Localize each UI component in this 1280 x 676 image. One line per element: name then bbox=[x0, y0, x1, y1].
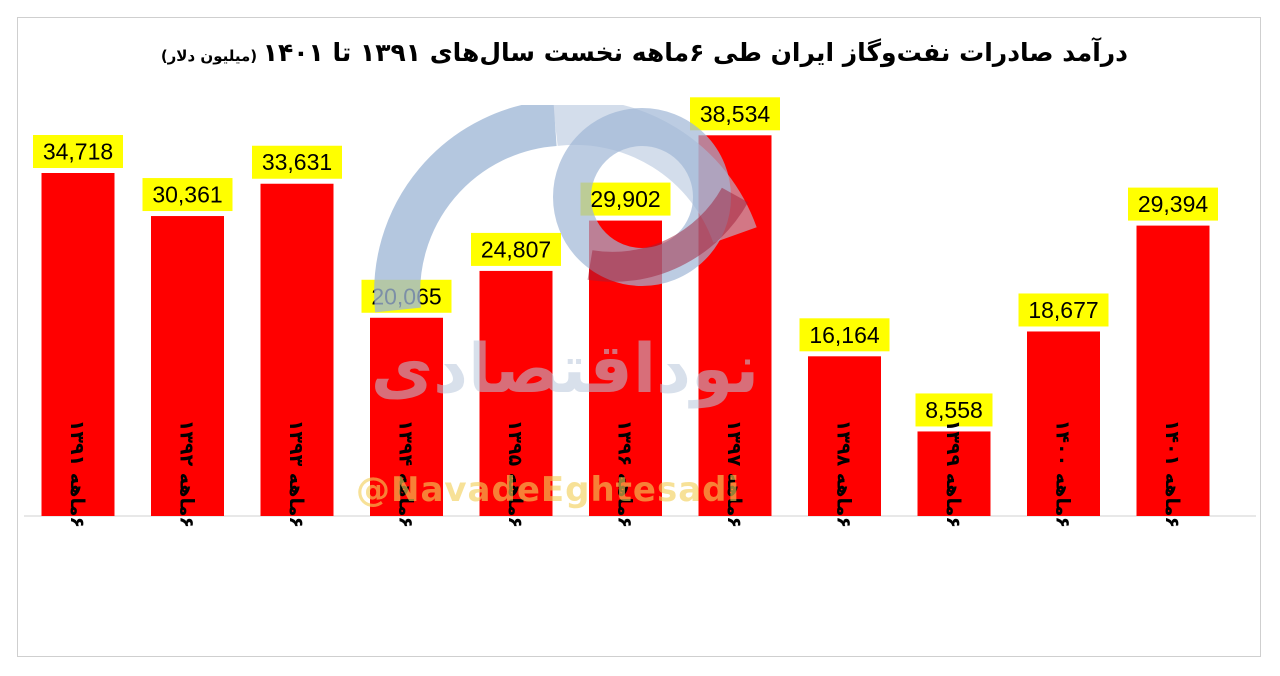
x-tick-label: ۶ماهه ۱۳۹۱ bbox=[66, 420, 88, 528]
data-label: 30,361 bbox=[152, 182, 222, 208]
chart-unit-note: (میلیون دلار) bbox=[160, 47, 258, 65]
data-label: 33,631 bbox=[262, 149, 332, 175]
data-label: 38,534 bbox=[700, 101, 771, 127]
bar bbox=[808, 356, 881, 516]
bar bbox=[151, 216, 224, 516]
data-label: 29,902 bbox=[590, 186, 660, 212]
x-tick-label: ۶ماهه ۱۳۹۲ bbox=[176, 420, 198, 528]
data-label-box bbox=[33, 135, 123, 169]
data-label-box bbox=[252, 145, 342, 179]
data-label-box bbox=[799, 318, 890, 352]
data-label: 24,807 bbox=[481, 236, 551, 262]
data-label-box bbox=[142, 178, 233, 212]
data-label: 16,164 bbox=[809, 322, 880, 348]
bar bbox=[1027, 331, 1100, 516]
data-label-box bbox=[1018, 293, 1109, 327]
data-label: 34,718 bbox=[43, 139, 113, 165]
x-tick-label: ۶ماهه ۱۳۹۴ bbox=[395, 420, 417, 528]
bar bbox=[1136, 225, 1210, 516]
data-label: 20,065 bbox=[371, 283, 441, 309]
x-tick-label: ۶ماهه ۱۳۹۹ bbox=[942, 420, 964, 528]
data-label-box bbox=[1128, 187, 1218, 221]
data-label: 29,394 bbox=[1138, 191, 1209, 217]
bar bbox=[370, 317, 443, 516]
x-tick-label: ۶ماهه ۱۳۹۶ bbox=[614, 420, 636, 528]
bar bbox=[41, 173, 115, 517]
x-tick-label: ۶ماهه ۱۳۹۳ bbox=[285, 420, 307, 528]
x-tick-label: ۶ماهه ۱۳۹۵ bbox=[504, 420, 526, 528]
data-label: 8,558 bbox=[925, 397, 983, 423]
x-tick-label: ۶ماهه ۱۴۰۰ bbox=[1052, 420, 1074, 528]
x-tick-label: ۶ماهه ۱۴۰۱ bbox=[1161, 420, 1183, 528]
chart-title-text: درآمد صادرات نفت‌وگاز ایران طی ۶ماهه نخس… bbox=[262, 38, 1128, 67]
bar bbox=[917, 431, 991, 516]
data-label-box bbox=[915, 393, 993, 427]
chart-title: درآمد صادرات نفت‌وگاز ایران طی ۶ماهه نخس… bbox=[0, 38, 1128, 67]
x-tick-label: ۶ماهه ۱۳۹۸ bbox=[833, 420, 855, 528]
x-tick-label: ۶ماهه ۱۳۹۷ bbox=[723, 420, 745, 528]
data-label: 18,677 bbox=[1028, 297, 1098, 323]
bar bbox=[260, 183, 334, 516]
